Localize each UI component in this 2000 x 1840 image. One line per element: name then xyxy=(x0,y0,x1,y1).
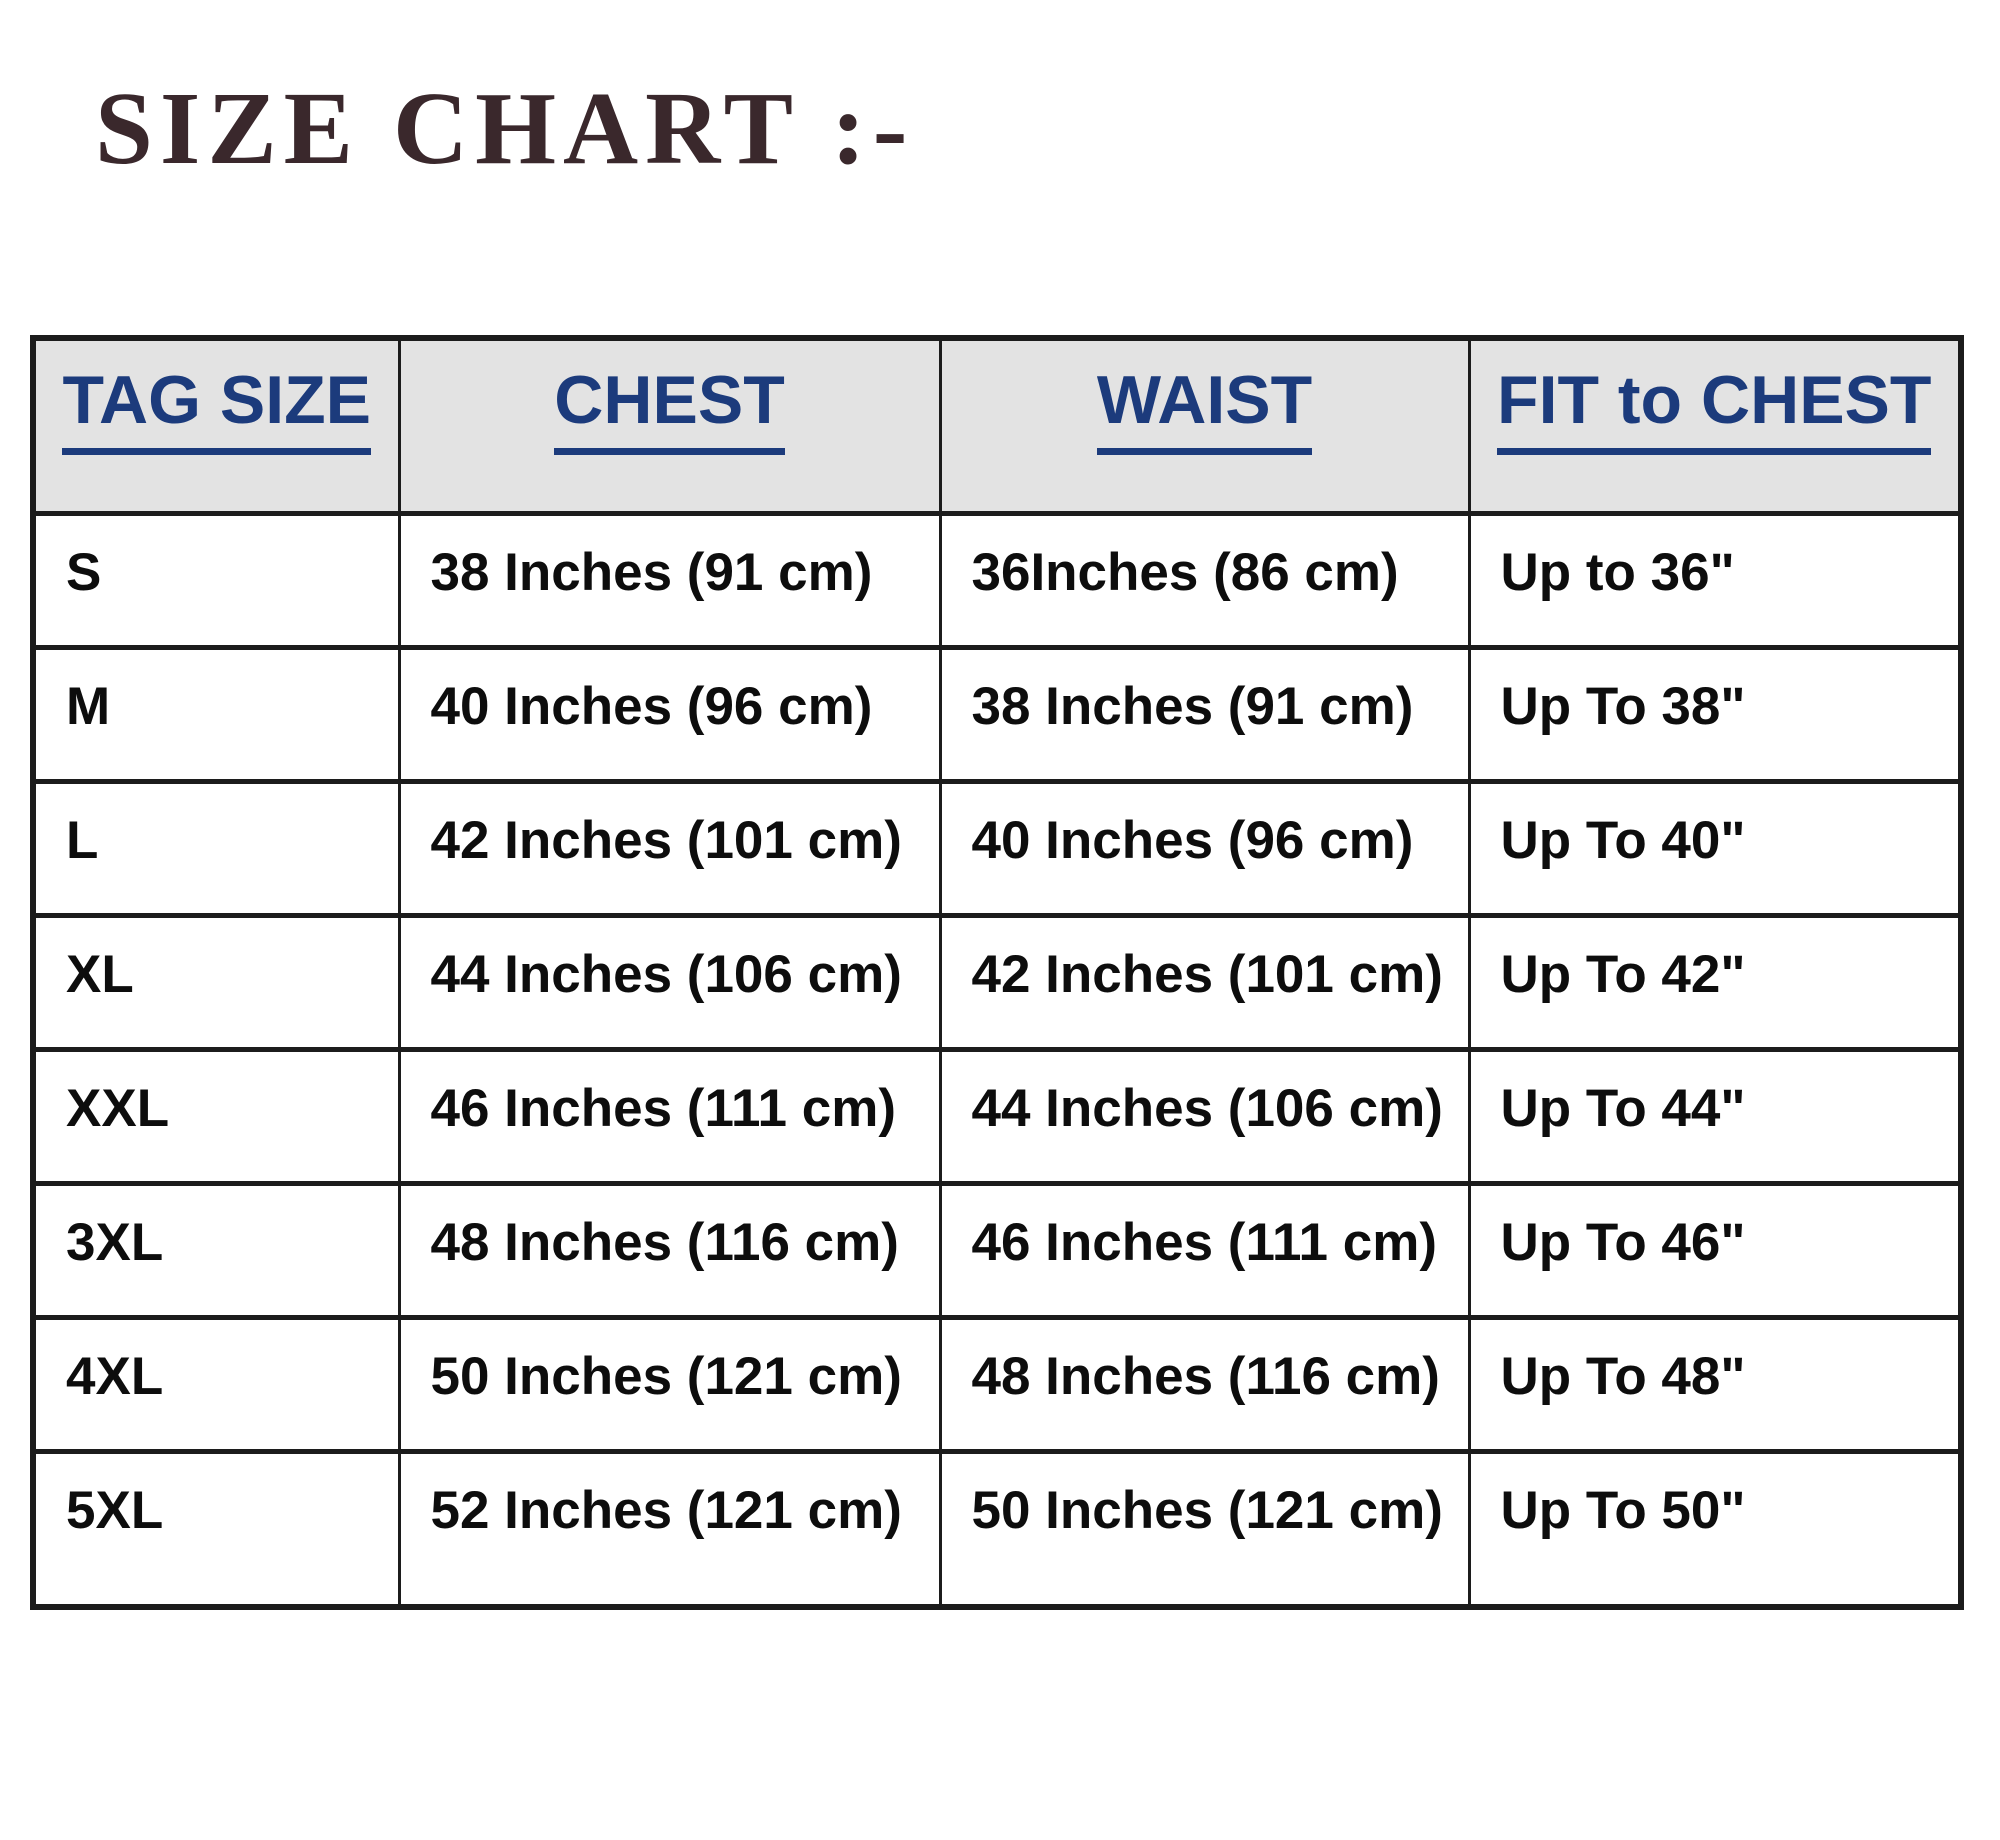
fit-to-chest-cell: Up To 38" xyxy=(1467,644,1963,784)
waist-cell: 38 Inches (91 cm) xyxy=(938,644,1471,784)
tag-size-cell: M xyxy=(31,644,401,784)
header-cell-fit-to-chest: FIT to CHEST xyxy=(1467,335,1963,516)
table-row-4xl: 4XL 50 Inches (121 cm) 48 Inches (116 cm… xyxy=(31,1314,1963,1454)
tag-size-cell: 3XL xyxy=(31,1180,401,1320)
table-row-xl: XL 44 Inches (106 cm) 42 Inches (101 cm)… xyxy=(31,912,1963,1052)
chest-cell: 46 Inches (111 cm) xyxy=(397,1046,942,1186)
chest-cell: 50 Inches (121 cm) xyxy=(397,1314,942,1454)
tag-size-cell: 5XL xyxy=(31,1448,401,1610)
header-cell-tag-size: TAG SIZE xyxy=(31,335,401,516)
waist-cell: 44 Inches (106 cm) xyxy=(938,1046,1471,1186)
waist-cell: 50 Inches (121 cm) xyxy=(938,1448,1471,1610)
tag-size-cell: XL xyxy=(31,912,401,1052)
chest-cell: 48 Inches (116 cm) xyxy=(397,1180,942,1320)
table-row-s: S 38 Inches (91 cm) 36Inches (86 cm) Up … xyxy=(31,510,1963,650)
header-cell-waist: WAIST xyxy=(938,335,1471,516)
waist-cell: 48 Inches (116 cm) xyxy=(938,1314,1471,1454)
chest-cell: 44 Inches (106 cm) xyxy=(397,912,942,1052)
fit-to-chest-cell: Up to 36" xyxy=(1467,510,1963,650)
header-label-fit-to-chest: FIT to CHEST xyxy=(1497,361,1932,455)
header-label-tag-size: TAG SIZE xyxy=(62,361,372,455)
fit-to-chest-cell: Up To 42" xyxy=(1467,912,1963,1052)
fit-to-chest-cell: Up To 46" xyxy=(1467,1180,1963,1320)
header-label-waist: WAIST xyxy=(1096,361,1313,455)
header-cell-chest: CHEST xyxy=(397,335,942,516)
chest-cell: 38 Inches (91 cm) xyxy=(397,510,942,650)
tag-size-cell: S xyxy=(31,510,401,650)
table-row-l: L 42 Inches (101 cm) 40 Inches (96 cm) U… xyxy=(31,778,1963,918)
table-row-xxl: XXL 46 Inches (111 cm) 44 Inches (106 cm… xyxy=(31,1046,1963,1186)
waist-cell: 36Inches (86 cm) xyxy=(938,510,1471,650)
tag-size-cell: L xyxy=(31,778,401,918)
chest-cell: 52 Inches (121 cm) xyxy=(397,1448,942,1610)
waist-cell: 42 Inches (101 cm) xyxy=(938,912,1471,1052)
fit-to-chest-cell: Up To 50" xyxy=(1467,1448,1963,1610)
table-row-3xl: 3XL 48 Inches (116 cm) 46 Inches (111 cm… xyxy=(31,1180,1963,1320)
fit-to-chest-cell: Up To 44" xyxy=(1467,1046,1963,1186)
tag-size-cell: 4XL xyxy=(31,1314,401,1454)
fit-to-chest-cell: Up To 48" xyxy=(1467,1314,1963,1454)
waist-cell: 40 Inches (96 cm) xyxy=(938,778,1471,918)
waist-cell: 46 Inches (111 cm) xyxy=(938,1180,1471,1320)
chest-cell: 42 Inches (101 cm) xyxy=(397,778,942,918)
tag-size-cell: XXL xyxy=(31,1046,401,1186)
fit-to-chest-cell: Up To 40" xyxy=(1467,778,1963,918)
size-chart-table: TAG SIZE CHEST WAIST FIT to CHEST S 38 I… xyxy=(30,335,1964,1610)
table-header-row: TAG SIZE CHEST WAIST FIT to CHEST xyxy=(31,335,1963,516)
table-row-m: M 40 Inches (96 cm) 38 Inches (91 cm) Up… xyxy=(31,644,1963,784)
table-row-5xl: 5XL 52 Inches (121 cm) 50 Inches (121 cm… xyxy=(31,1448,1963,1610)
page-title: SIZE CHART :- xyxy=(95,71,915,186)
header-label-chest: CHEST xyxy=(554,361,785,455)
chest-cell: 40 Inches (96 cm) xyxy=(397,644,942,784)
